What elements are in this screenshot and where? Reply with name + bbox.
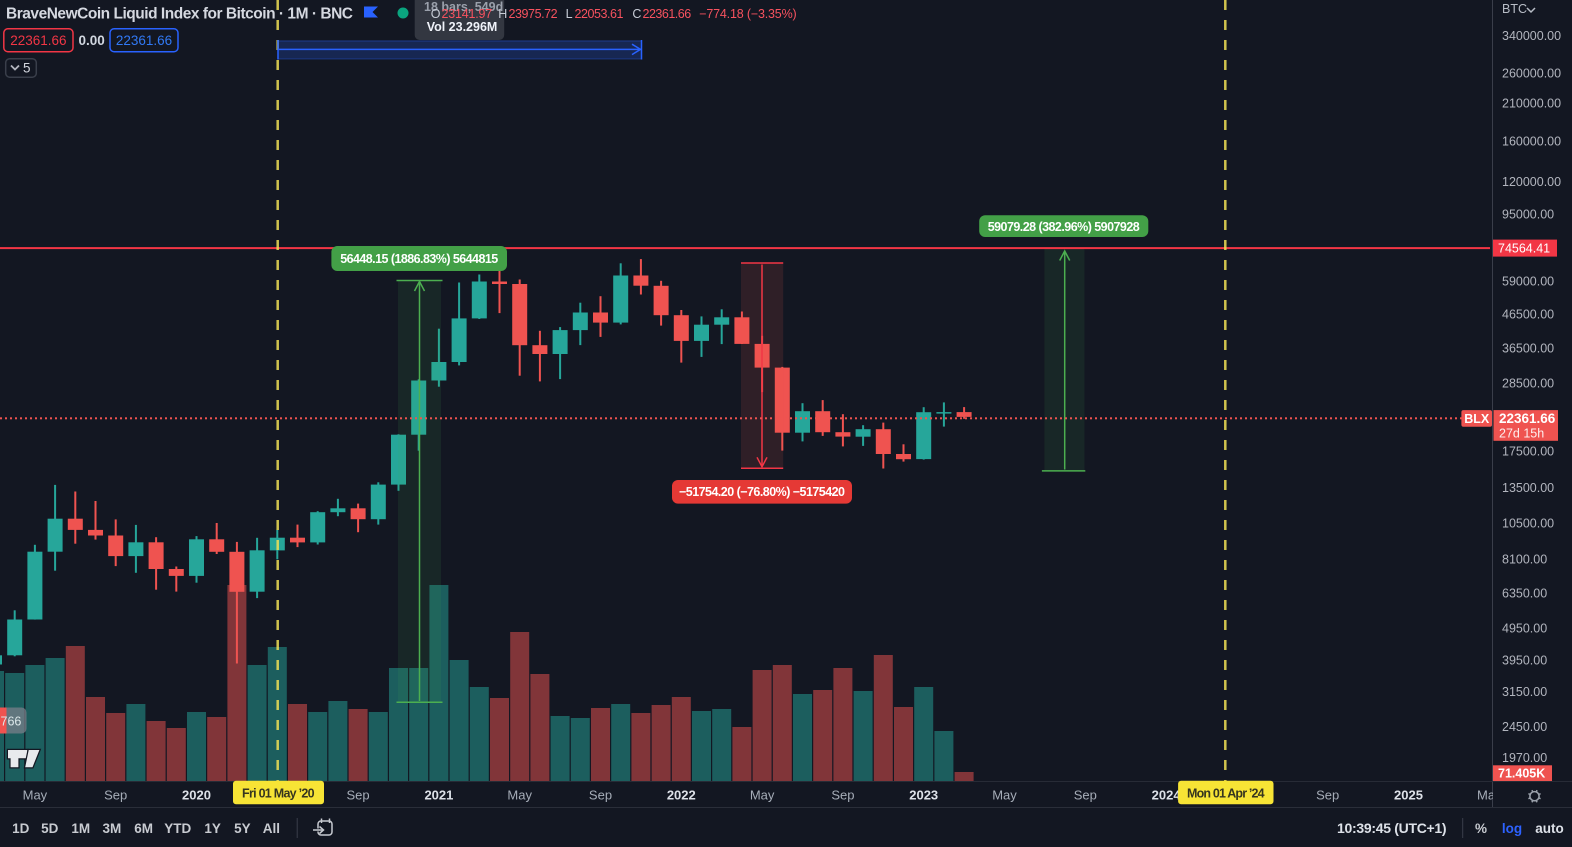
svg-text:2025: 2025 [1394, 788, 1423, 803]
svg-text:5D: 5D [41, 821, 59, 836]
svg-text:10:39:45 (UTC+1): 10:39:45 (UTC+1) [1337, 820, 1447, 836]
svg-text:Sep: Sep [1074, 788, 1097, 803]
svg-text:2024: 2024 [1152, 788, 1182, 803]
svg-text:May: May [23, 788, 48, 803]
svg-text:0.00: 0.00 [78, 33, 104, 48]
svg-text:L: L [566, 7, 573, 21]
svg-text:2450.00: 2450.00 [1502, 720, 1547, 734]
svg-text:5Y: 5Y [234, 821, 251, 836]
svg-text:2021: 2021 [424, 788, 453, 803]
svg-text:13500.00: 13500.00 [1502, 481, 1554, 495]
svg-text:1M: 1M [71, 821, 90, 836]
svg-text:%: % [1475, 821, 1487, 836]
svg-text:3M: 3M [103, 821, 122, 836]
svg-text:766: 766 [1, 715, 22, 729]
svg-text:95000.00: 95000.00 [1502, 208, 1554, 222]
svg-text:May: May [992, 788, 1017, 803]
svg-text:59000.00: 59000.00 [1502, 274, 1554, 288]
svg-text:22361.66: 22361.66 [10, 33, 66, 48]
svg-text:23975.72: 23975.72 [509, 7, 558, 21]
svg-text:Sep: Sep [104, 788, 127, 803]
svg-text:56448.15 (1886.83%) 5644815: 56448.15 (1886.83%) 5644815 [340, 252, 498, 266]
svg-text:8100.00: 8100.00 [1502, 553, 1547, 567]
svg-text:May: May [1477, 788, 1502, 803]
svg-text:BLX: BLX [1464, 412, 1490, 426]
svg-text:120000.00: 120000.00 [1502, 175, 1561, 189]
svg-text:Sep: Sep [831, 788, 854, 803]
svg-text:340000.00: 340000.00 [1502, 29, 1561, 43]
svg-text:160000.00: 160000.00 [1502, 135, 1561, 149]
svg-text:Sep: Sep [347, 788, 370, 803]
svg-text:1D: 1D [12, 821, 30, 836]
svg-text:23141.97: 23141.97 [442, 7, 493, 21]
svg-text:C: C [632, 7, 641, 21]
svg-text:71.405K: 71.405K [1498, 767, 1545, 781]
svg-text:3950.00: 3950.00 [1502, 653, 1547, 667]
svg-text:BraveNewCoin Liquid Index for: BraveNewCoin Liquid Index for Bitcoin · … [6, 5, 353, 22]
svg-text:18 bars, 549d: 18 bars, 549d [424, 0, 503, 14]
svg-text:Sep: Sep [589, 788, 612, 803]
svg-text:BTC: BTC [1502, 2, 1527, 16]
svg-text:−774.18 (−3.35%): −774.18 (−3.35%) [699, 7, 797, 21]
svg-text:Fri 01 May ’20: Fri 01 May ’20 [242, 786, 315, 800]
svg-text:auto: auto [1535, 821, 1564, 836]
svg-text:74564.41: 74564.41 [1498, 242, 1550, 256]
svg-text:Vol 23.296M: Vol 23.296M [427, 20, 498, 34]
svg-text:O: O [431, 7, 441, 21]
svg-text:Mon 01 Apr ’24: Mon 01 Apr ’24 [1187, 786, 1265, 800]
svg-text:1Y: 1Y [204, 821, 221, 836]
svg-text:210000.00: 210000.00 [1502, 96, 1561, 110]
svg-text:36500.00: 36500.00 [1502, 342, 1554, 356]
svg-text:H: H [498, 7, 507, 21]
svg-text:260000.00: 260000.00 [1502, 67, 1561, 81]
svg-text:46500.00: 46500.00 [1502, 308, 1554, 322]
svg-text:6M: 6M [134, 821, 153, 836]
svg-text:log: log [1502, 821, 1522, 836]
svg-text:Sep: Sep [1316, 788, 1339, 803]
svg-text:22053.61: 22053.61 [575, 7, 624, 21]
svg-text:−51754.20 (−76.80%) −5175420: −51754.20 (−76.80%) −5175420 [679, 485, 845, 499]
svg-text:28500.00: 28500.00 [1502, 376, 1554, 390]
svg-text:22361.66: 22361.66 [643, 7, 692, 21]
svg-text:2022: 2022 [667, 788, 696, 803]
svg-text:2020: 2020 [182, 788, 211, 803]
svg-text:27d 15h: 27d 15h [1499, 427, 1544, 441]
svg-text:1970.00: 1970.00 [1502, 751, 1547, 765]
svg-text:17500.00: 17500.00 [1502, 445, 1554, 459]
svg-text:10500.00: 10500.00 [1502, 516, 1554, 530]
svg-text:59079.28 (382.96%) 5907928: 59079.28 (382.96%) 5907928 [988, 220, 1140, 234]
svg-text:3150.00: 3150.00 [1502, 685, 1547, 699]
svg-text:May: May [750, 788, 775, 803]
svg-text:May: May [507, 788, 532, 803]
svg-text:YTD: YTD [164, 821, 191, 836]
svg-text:22361.66: 22361.66 [116, 33, 172, 48]
svg-text:5: 5 [23, 61, 31, 76]
svg-text:22361.66: 22361.66 [1499, 411, 1556, 426]
svg-text:6350.00: 6350.00 [1502, 587, 1547, 601]
svg-text:2023: 2023 [909, 788, 938, 803]
svg-text:All: All [263, 821, 280, 836]
svg-text:4950.00: 4950.00 [1502, 622, 1547, 636]
